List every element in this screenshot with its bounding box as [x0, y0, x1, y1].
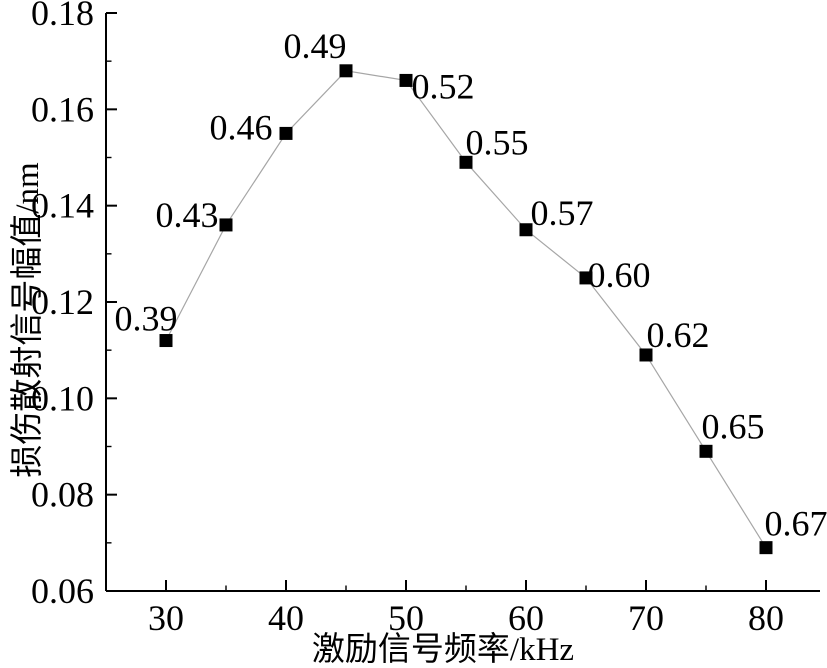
data-point-marker [699, 444, 713, 458]
y-tick-label: 0.06 [31, 571, 94, 611]
point-value-label: 0.62 [647, 315, 710, 355]
data-point-marker [399, 73, 413, 87]
x-tick-label: 40 [268, 598, 304, 638]
x-tick-label: 60 [508, 598, 544, 638]
point-value-label: 0.57 [531, 193, 594, 233]
x-axis-label: 激励信号频率/kHz [312, 631, 574, 668]
point-value-label: 0.46 [210, 107, 273, 147]
annotation-layer: 0.39 0.43 0.46 0.49 0.52 0.550.57 0.60 0.62 0.65… [115, 26, 827, 544]
data-point-marker [579, 271, 593, 285]
y-tick-label: 0.18 [31, 0, 94, 33]
point-value-label: 0.43 [156, 195, 219, 235]
x-tick-label: 30 [148, 598, 184, 638]
point-value-label: 0.60 [588, 255, 651, 295]
point-value-label: 0.65 [702, 406, 765, 446]
point-value-label: 0.55 [466, 122, 529, 162]
data-point-marker [279, 126, 293, 140]
x-tick-label: 50 [388, 598, 424, 638]
data-point-marker [639, 348, 653, 362]
y-tick-label: 0.14 [31, 186, 94, 226]
data-point-marker [519, 223, 533, 237]
data-point-marker [759, 541, 773, 555]
y-tick-label: 0.12 [31, 282, 94, 322]
data-series-layer [159, 64, 773, 555]
y-tick-label: 0.16 [31, 89, 94, 129]
axes-layer: 0.06 0.08 0.10 0.12 0.14 0.16 0.18 30 40 50 60 70 80 [31, 0, 820, 638]
data-point-marker [339, 64, 353, 78]
point-value-label: 0.67 [765, 504, 827, 544]
x-tick-label: 80 [748, 598, 784, 638]
y-tick-label: 0.08 [31, 475, 94, 515]
y-axis-label: 损伤散射信号幅值/nm [9, 162, 46, 478]
data-point-marker [159, 334, 173, 348]
point-value-label: 0.49 [284, 26, 347, 66]
point-value-label: 0.39 [115, 299, 178, 339]
y-tick-label: 0.10 [31, 378, 94, 418]
data-point-marker [459, 155, 473, 169]
point-value-label: 0.52 [412, 66, 475, 106]
x-tick-label: 70 [628, 598, 664, 638]
data-point-marker [219, 218, 233, 232]
